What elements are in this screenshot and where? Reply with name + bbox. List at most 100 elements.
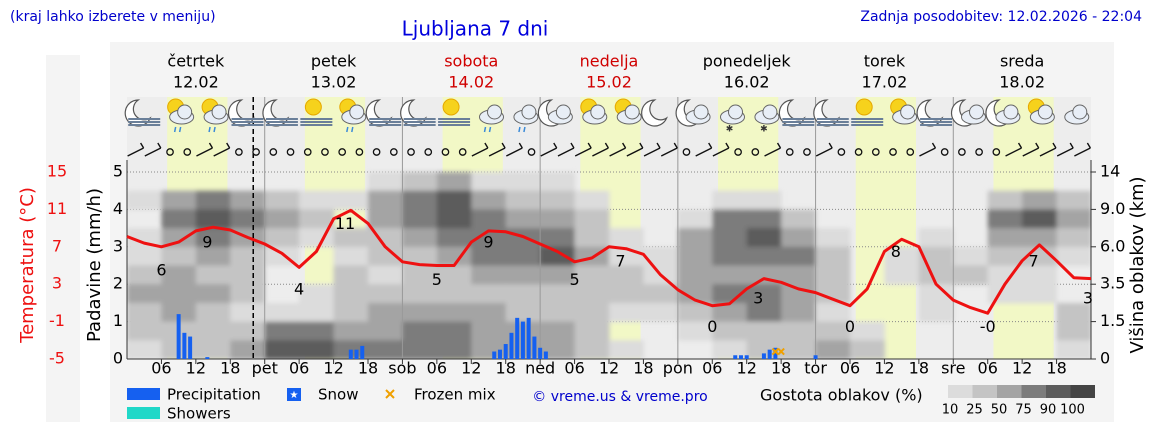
cloud-cell	[471, 340, 507, 359]
precip-bar	[497, 349, 502, 359]
temp-tick-label: 7	[52, 236, 62, 255]
cloud-cell	[540, 340, 576, 359]
right-tick-label: 9.0	[1100, 199, 1125, 218]
cloud-cell	[471, 302, 507, 323]
cloud-cell	[609, 340, 644, 359]
day-date: 15.02	[586, 73, 632, 92]
legend-swatch	[287, 388, 301, 401]
cloud-cell	[781, 284, 817, 304]
rain-icon	[518, 126, 521, 133]
cloud-cell	[195, 265, 231, 285]
cloud-cell	[127, 228, 162, 248]
precip-bar	[492, 351, 497, 359]
temp-axis-title: Temperatura (°C)	[17, 187, 38, 344]
rain-icon	[346, 126, 349, 133]
wind-calm	[303, 148, 312, 156]
cloud-cell	[505, 302, 541, 323]
temp-tick-label: 11	[47, 199, 67, 218]
x-tick-label: 12	[737, 359, 757, 378]
cloud-cell	[953, 265, 989, 285]
frozen-mix-marker	[777, 347, 785, 356]
rain-icon	[483, 126, 487, 133]
cloud-cell	[540, 321, 576, 341]
day-date: 17.02	[862, 73, 908, 92]
daylight-band	[855, 97, 916, 359]
cloud-legend-label: 50	[991, 403, 1008, 418]
wind-barb	[695, 142, 713, 157]
cloud-cell	[195, 246, 231, 266]
precip-bar	[509, 332, 514, 359]
wind-calm	[183, 148, 192, 156]
y-tick-label: 5	[113, 162, 123, 181]
snow-icon: ✱	[760, 125, 768, 135]
y-tick-label: 2	[113, 274, 123, 293]
precip-bar	[188, 336, 193, 359]
wind-calm	[424, 148, 433, 156]
cloud-cell	[815, 321, 851, 341]
cloud-cell	[230, 284, 266, 304]
temp-label: 8	[891, 242, 901, 261]
cloud-cell	[264, 340, 300, 359]
cloud-cell	[746, 246, 782, 266]
rain-icon	[351, 126, 354, 133]
day-name: ponedeljek	[703, 52, 792, 71]
wind-barb	[919, 142, 937, 157]
cloud-cell	[1056, 209, 1091, 229]
x-tick-label: 06	[840, 359, 860, 378]
cloud-cell	[368, 246, 403, 266]
cloud-cell	[471, 321, 507, 341]
cloud-cell	[815, 228, 851, 248]
day-name: četrtek	[167, 52, 225, 71]
cloud-cell	[850, 321, 885, 341]
wind-barb	[506, 142, 523, 157]
cloud-cell	[746, 321, 782, 341]
cloud-cell	[540, 284, 576, 304]
cloud-cell	[677, 228, 713, 248]
wind-calm	[166, 148, 174, 156]
cloud-cell	[1056, 246, 1091, 266]
cloud-cell	[402, 302, 438, 323]
cloud-icon	[211, 104, 227, 120]
cloud-cell	[368, 284, 403, 304]
precip-bar	[520, 321, 525, 359]
temp-label: 7	[1029, 251, 1039, 270]
cloud-cell	[230, 265, 266, 285]
cloud-cell	[436, 265, 472, 285]
day-name: sreda	[1000, 52, 1044, 71]
cloud-cell	[987, 190, 1023, 210]
cloud-cell	[127, 321, 162, 341]
cloud-cell	[161, 209, 197, 229]
cloud-cell	[195, 190, 231, 210]
cloud-cell	[884, 246, 920, 266]
cloud-icon	[1072, 104, 1088, 120]
cloud-cell	[712, 321, 748, 341]
wind-barb	[574, 142, 592, 157]
cloud-cell	[677, 284, 713, 304]
cloud-cell	[436, 302, 472, 323]
right-tick-label: 0	[1100, 349, 1110, 368]
precip-bar	[205, 357, 210, 359]
cloud-cell	[161, 190, 197, 210]
cloud-cell	[264, 302, 300, 323]
rain-icon	[173, 126, 177, 133]
wind-calm	[940, 148, 949, 156]
x-tick-label: pet	[252, 359, 278, 378]
cloud-cell	[781, 321, 817, 341]
cloud-icon	[487, 104, 502, 120]
wind-calm	[682, 148, 691, 156]
x-tick-label: 06	[289, 359, 309, 378]
x-tick-label: 18	[771, 359, 791, 378]
cloud-legend-label: 90	[1040, 403, 1057, 418]
wind-barb	[213, 142, 231, 157]
cloud-cell	[402, 284, 438, 304]
cloud-cell	[127, 265, 162, 285]
x-tick-label: 18	[1046, 359, 1066, 378]
temp-label: 0	[707, 317, 717, 336]
cloud-cell	[402, 209, 438, 229]
cloud-cell	[127, 246, 162, 266]
temp-label: 4	[294, 279, 304, 298]
cloud-cell	[781, 209, 817, 229]
cloud-cell	[230, 246, 266, 266]
cloud-cell	[333, 302, 369, 323]
temp-label: 5	[569, 270, 579, 289]
